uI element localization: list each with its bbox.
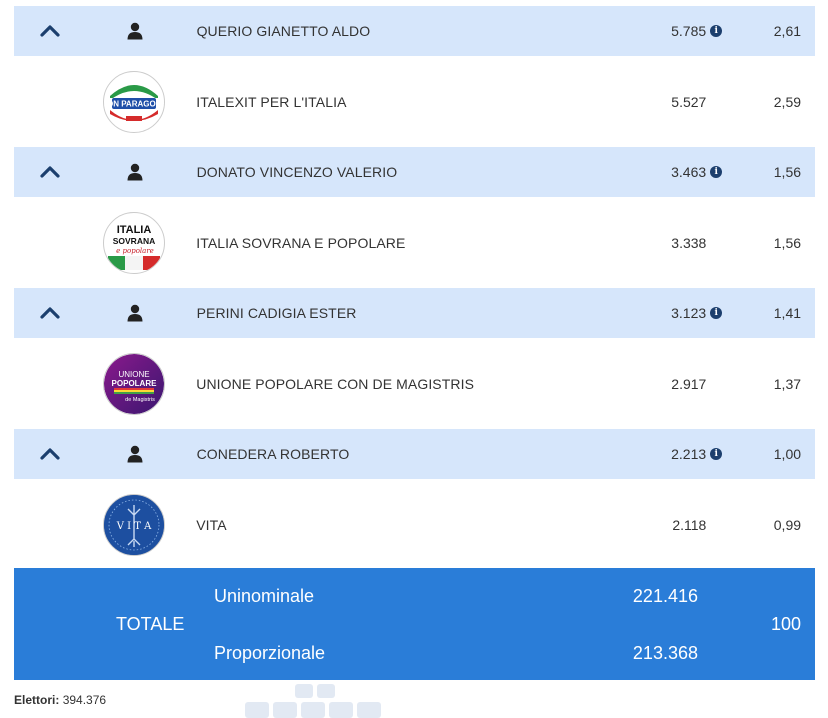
uninominale-label: Uninominale: [214, 586, 315, 606]
person-icon: [87, 163, 183, 181]
candidate-pct: 1,41: [773, 305, 802, 321]
candidate-row: DONATO VINCENZO VALERIO 3.463 i 1,56: [14, 147, 815, 197]
logo-text: e popolare: [116, 247, 154, 255]
logo-text: CON PARAGONE: [104, 99, 164, 108]
candidate-row: QUERIO GIANETTO ALDO 5.785 i 2,61: [14, 6, 815, 56]
uninominale-value: 221.416: [632, 586, 698, 606]
logo-text: SOVRANA: [113, 236, 156, 246]
person-icon: [87, 22, 183, 40]
party-votes: 2.917: [671, 375, 707, 392]
electors-footer: Elettori: 394.376: [14, 693, 106, 707]
total-row: TOTALE Uninominale 221.416 Proporzionale…: [14, 568, 815, 680]
candidate-name: QUERIO GIANETTO ALDO: [196, 23, 371, 39]
candidate-name: PERINI CADIGIA ESTER: [196, 305, 357, 321]
party-row: ITALIA SOVRANA e popolare ITALIA SOVRANA…: [14, 197, 815, 288]
logo-text: V I T A: [116, 521, 152, 532]
logo-text: de Magistris: [125, 397, 155, 403]
party-logo-italexit: CON PARAGONE: [103, 70, 166, 133]
logo-text: ITALIA: [117, 224, 152, 236]
proporzionale-label: Proporzionale: [214, 643, 326, 663]
party-name: VITA: [196, 516, 227, 533]
info-icon[interactable]: i: [710, 307, 723, 319]
party-logo-vita: V I T A: [103, 493, 166, 556]
candidate-name: CONEDERA ROBERTO: [196, 446, 350, 462]
electors-label: Elettori:: [14, 693, 60, 707]
party-logo-unione-popolare: UNIONE POPOLARE de Magistris: [103, 352, 166, 415]
total-label: TOTALE: [116, 614, 185, 634]
party-name: ITALIA SOVRANA E POPOLARE: [196, 234, 406, 251]
party-pct: 1,56: [773, 234, 802, 251]
candidate-row: CONEDERA ROBERTO 2.213 i 1,00: [14, 429, 815, 479]
candidate-pct: 2,61: [773, 23, 802, 39]
electors-value: 394.376: [62, 693, 107, 707]
chevron-up-icon[interactable]: [14, 25, 87, 37]
candidate-votes: 5.785: [671, 23, 707, 39]
party-pct: 2,59: [773, 93, 802, 110]
party-votes: 2.118: [672, 516, 707, 533]
candidate-pct: 1,00: [773, 446, 802, 462]
logo-text: POPOLARE: [112, 379, 158, 388]
info-icon[interactable]: i: [710, 166, 723, 178]
party-votes: 5.527: [671, 93, 707, 110]
chevron-up-icon[interactable]: [14, 448, 87, 460]
info-icon[interactable]: i: [710, 448, 723, 460]
info-icon[interactable]: i: [710, 25, 723, 37]
person-icon: [87, 304, 183, 322]
party-pct: 0,99: [773, 516, 802, 533]
logo-text: UNIONE: [119, 370, 150, 379]
proporzionale-value: 213.368: [632, 643, 698, 663]
candidate-votes: 3.463: [671, 164, 707, 180]
total-pct: 100: [770, 614, 801, 634]
party-logo-italia-sovrana: ITALIA SOVRANA e popolare: [103, 211, 166, 274]
candidate-name: DONATO VINCENZO VALERIO: [196, 164, 398, 180]
party-row: V I T A VITA 2.118 0,99: [14, 479, 815, 570]
party-pct: 1,37: [773, 375, 802, 392]
results-table: QUERIO GIANETTO ALDO 5.785 i 2,61 CON PAR…: [14, 6, 815, 570]
candidate-votes: 3.123: [671, 305, 707, 321]
candidate-row: PERINI CADIGIA ESTER 3.123 i 1,41: [14, 288, 815, 338]
party-name: ITALEXIT PER L'ITALIA: [196, 93, 347, 110]
chevron-up-icon[interactable]: [14, 166, 87, 178]
party-row: UNIONE POPOLARE de Magistris UNIONE POPO…: [14, 338, 815, 429]
candidate-pct: 1,56: [773, 164, 802, 180]
party-name: UNIONE POPOLARE CON DE MAGISTRIS: [196, 375, 475, 392]
party-row: CON PARAGONE ITALEXIT PER L'ITALIA 5.527…: [14, 56, 815, 147]
watermark-graphic: [245, 684, 381, 718]
party-votes: 3.338: [671, 234, 707, 251]
chevron-up-icon[interactable]: [14, 307, 87, 319]
person-icon: [87, 445, 183, 463]
candidate-votes: 2.213: [671, 446, 707, 462]
